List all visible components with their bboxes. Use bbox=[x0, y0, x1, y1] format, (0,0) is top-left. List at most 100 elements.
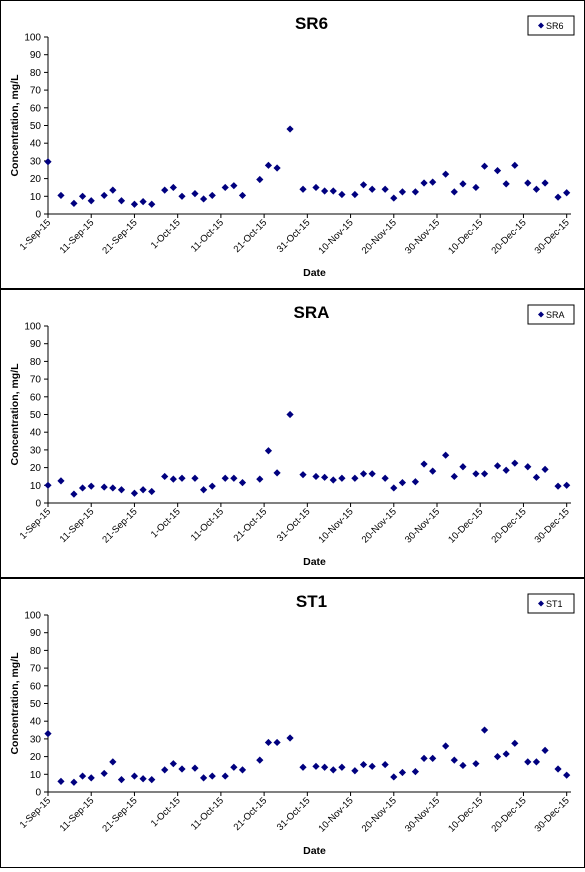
x-tick-label: 11-Oct-15 bbox=[189, 795, 226, 832]
x-tick-label: 10-Nov-15 bbox=[317, 217, 356, 256]
data-point bbox=[87, 774, 95, 782]
x-tick-label: 31-Oct-15 bbox=[275, 217, 313, 255]
x-tick-label: 11-Sep-15 bbox=[58, 506, 97, 545]
data-point bbox=[130, 772, 139, 780]
data-point bbox=[450, 756, 458, 764]
data-point bbox=[351, 767, 359, 775]
y-tick-label: 70 bbox=[30, 664, 42, 675]
y-tick-label: 80 bbox=[30, 357, 42, 368]
data-point bbox=[139, 198, 147, 206]
data-point bbox=[554, 482, 562, 490]
y-tick-label: 10 bbox=[30, 192, 42, 203]
data-point bbox=[554, 193, 562, 201]
x-tick-label: 21-Oct-15 bbox=[232, 506, 270, 544]
x-tick-label: 20-Dec-15 bbox=[489, 506, 528, 545]
x-tick-label: 20-Nov-15 bbox=[360, 506, 399, 545]
data-point bbox=[420, 460, 428, 468]
data-point bbox=[57, 477, 65, 485]
y-tick-label: 0 bbox=[35, 499, 41, 510]
data-point bbox=[299, 763, 307, 771]
data-point bbox=[221, 772, 229, 780]
data-point bbox=[563, 771, 571, 779]
data-point bbox=[329, 766, 337, 774]
data-point bbox=[109, 186, 117, 194]
data-point bbox=[480, 162, 489, 170]
data-point bbox=[148, 776, 156, 784]
data-point bbox=[368, 762, 376, 770]
data-point bbox=[450, 188, 458, 196]
data-point bbox=[78, 192, 87, 200]
data-point bbox=[338, 190, 346, 199]
data-point bbox=[169, 475, 177, 483]
x-axis-label: Date bbox=[303, 845, 326, 857]
data-point bbox=[57, 191, 65, 200]
x-tick-label: 20-Nov-15 bbox=[360, 217, 399, 256]
y-tick-label: 20 bbox=[30, 174, 42, 185]
legend: SRA bbox=[527, 304, 575, 325]
data-point bbox=[532, 758, 541, 766]
data-point bbox=[264, 161, 273, 169]
data-point bbox=[381, 474, 389, 482]
y-tick-label: 60 bbox=[30, 103, 42, 114]
y-tick-label: 70 bbox=[30, 375, 42, 386]
data-point bbox=[169, 183, 177, 192]
x-tick-label: 1-Oct-15 bbox=[149, 506, 183, 540]
data-point bbox=[429, 467, 437, 475]
x-tick-label: 10-Dec-15 bbox=[446, 795, 485, 834]
data-point bbox=[420, 179, 428, 187]
data-point bbox=[321, 187, 329, 195]
data-point bbox=[256, 756, 264, 764]
chart-st1: ST1 0 10 20 30 40 50 60 70 80 90 100 1-Sep-15 11-Sep-… bbox=[9, 592, 575, 857]
data-point bbox=[368, 185, 376, 193]
x-tick-label: 31-Oct-15 bbox=[275, 506, 313, 544]
data-point bbox=[100, 191, 108, 200]
data-point bbox=[139, 775, 147, 783]
y-tick-label: 40 bbox=[30, 428, 42, 439]
y-axis-label: Concentration, mg/L bbox=[9, 363, 21, 466]
data-point bbox=[459, 761, 467, 770]
data-point bbox=[411, 478, 419, 486]
legend-label: SR6 bbox=[546, 21, 564, 31]
data-point bbox=[44, 481, 52, 489]
y-tick-label: 50 bbox=[30, 121, 42, 132]
data-point bbox=[442, 170, 450, 178]
data-point bbox=[524, 758, 532, 766]
data-point bbox=[44, 729, 52, 738]
data-point bbox=[429, 754, 437, 762]
data-point bbox=[273, 469, 281, 477]
data-point bbox=[221, 474, 229, 482]
data-point bbox=[338, 474, 346, 482]
data-point bbox=[450, 472, 458, 481]
y-tick-label: 10 bbox=[30, 481, 42, 492]
x-tick-label: 31-Oct-15 bbox=[275, 795, 313, 833]
x-tick-label: 30-Dec-15 bbox=[533, 217, 572, 256]
data-point bbox=[563, 189, 571, 197]
data-point bbox=[359, 470, 368, 478]
x-tick-label: 11-Sep-15 bbox=[58, 795, 97, 834]
data-point bbox=[429, 178, 437, 186]
data-point bbox=[109, 758, 117, 766]
legend: ST1 bbox=[527, 593, 575, 614]
data-point bbox=[161, 472, 169, 481]
data-point bbox=[78, 484, 87, 492]
data-point bbox=[178, 765, 186, 773]
y-tick-label: 0 bbox=[35, 210, 41, 221]
data-point bbox=[70, 778, 78, 786]
x-tick-label: 21-Oct-15 bbox=[232, 217, 270, 255]
data-point bbox=[532, 185, 541, 193]
data-point bbox=[398, 188, 407, 196]
data-point bbox=[351, 474, 359, 482]
x-tick-label: 20-Dec-15 bbox=[489, 217, 528, 256]
data-point bbox=[511, 739, 519, 747]
data-point bbox=[169, 760, 177, 768]
data-point bbox=[524, 463, 532, 471]
x-tick-label: 30-Dec-15 bbox=[533, 795, 572, 834]
data-point bbox=[459, 463, 467, 471]
data-point bbox=[273, 738, 281, 747]
data-point bbox=[200, 195, 208, 203]
data-point bbox=[70, 490, 78, 498]
y-tick-label: 20 bbox=[30, 752, 42, 763]
data-point bbox=[230, 763, 238, 771]
y-tick-label: 20 bbox=[30, 463, 42, 474]
legend-marker bbox=[538, 311, 544, 318]
